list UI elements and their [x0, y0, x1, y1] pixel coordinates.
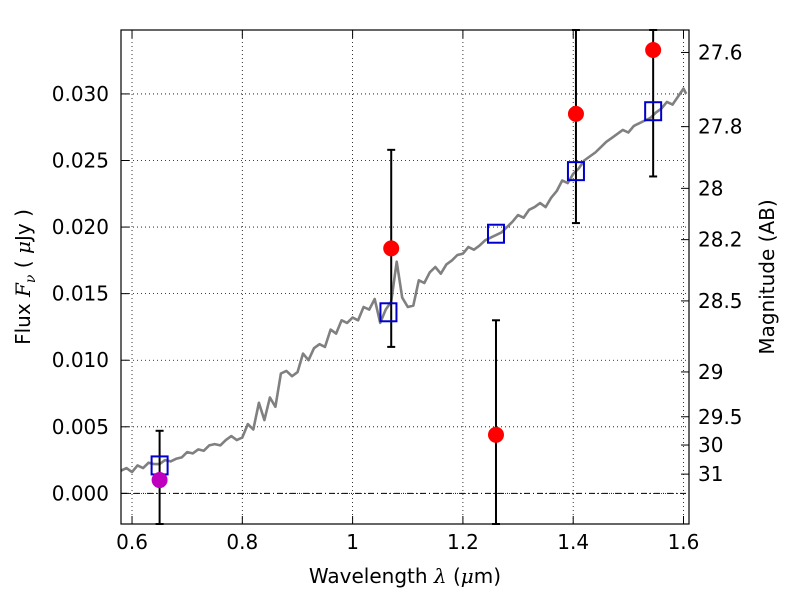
model-photometry-marker — [644, 101, 663, 122]
magnitude-tick-label: 27.6 — [698, 40, 743, 64]
observed-flux-marker — [151, 472, 168, 489]
magnitude-tick-label: 31 — [698, 462, 723, 486]
grid — [121, 30, 689, 524]
magnitude-tick-label: 30 — [698, 433, 723, 457]
x-tick-label: 1.6 — [668, 530, 700, 554]
y-tick-label: 0.000 — [52, 481, 109, 505]
magnitude-axis-label: Magnitude (AB) — [755, 199, 779, 354]
y-tick-label: 0.015 — [52, 282, 109, 306]
observed-flux-marker — [567, 105, 584, 122]
model-photometry-marker — [379, 302, 398, 323]
y-tick-label: 0.030 — [52, 82, 109, 106]
x-axis-label: Wavelength λ (μm) — [309, 564, 501, 588]
model-photometry-marker — [566, 161, 585, 182]
observed-flux-marker — [645, 41, 662, 58]
observed-flux-marker — [383, 240, 400, 257]
observed-flux-marker — [487, 426, 504, 443]
y-tick-label: 0.010 — [52, 348, 109, 372]
magnitude-tick-label: 29.5 — [698, 405, 743, 429]
magnitude-tick-label: 27.8 — [698, 115, 743, 139]
data-markers — [150, 41, 663, 489]
magnitude-tick-label: 28.2 — [698, 228, 743, 252]
x-tick-label: 1 — [346, 530, 359, 554]
model-photometry-marker — [486, 223, 505, 244]
axis-ticks: 0.6 0.8 1 1.2 1.4 1.6 0.000 0.005 0.010 0.015 0.02… — [52, 30, 743, 554]
magnitude-tick-label: 28.5 — [698, 289, 743, 313]
plot-frame — [120, 29, 690, 525]
x-tick-label: 0.6 — [116, 530, 148, 554]
x-tick-label: 1.2 — [447, 530, 479, 554]
y-axis-label: Flux Fν ( μJy ) — [11, 209, 39, 345]
magnitude-tick-label: 28 — [698, 176, 723, 200]
template-spectrum — [120, 87, 688, 474]
x-tick-label: 1.4 — [557, 530, 589, 554]
magnitude-tick-label: 29 — [698, 360, 723, 384]
y-tick-label: 0.005 — [52, 415, 109, 439]
y-tick-label: 0.025 — [52, 148, 109, 172]
spectrum-line — [120, 87, 688, 474]
x-tick-label: 0.8 — [226, 530, 258, 554]
y-tick-label: 0.020 — [52, 215, 109, 239]
